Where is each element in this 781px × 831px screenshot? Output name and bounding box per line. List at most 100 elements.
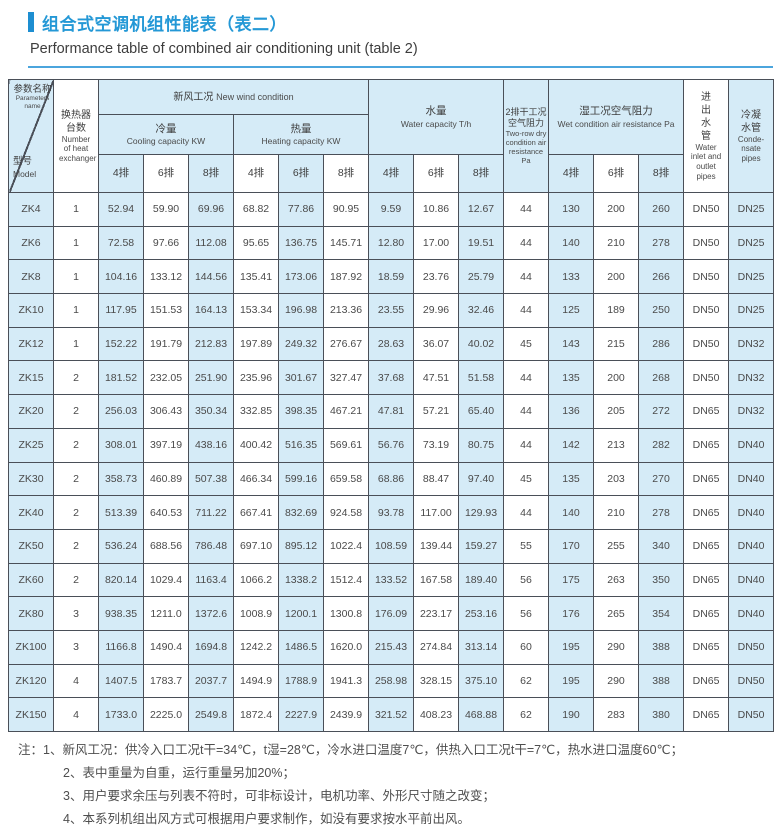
value-cell: 129.93	[458, 495, 505, 530]
rank-header-cell: 8排	[638, 154, 685, 193]
value-cell: 196.98	[278, 293, 324, 328]
value-cell: 2037.7	[188, 663, 234, 699]
value-cell: 2	[53, 394, 99, 429]
notes: 注： 1、新风工况：供冷入口工况t干=34℃，t湿=28℃，冷水进口温度7℃，供…	[18, 739, 773, 831]
value-cell: 266	[638, 259, 685, 295]
value-cell: 513.39	[98, 495, 144, 530]
value-cell: 938.35	[98, 596, 144, 631]
value-cell: 212.83	[188, 326, 234, 362]
table-row: ZK25 2 308.01 397.19 438.16 400.42 516.35 569.6…	[8, 427, 775, 463]
table-row: ZK150 4 1733.0 2225.0 2549.8 1872.4 2227.9 2439…	[8, 697, 775, 732]
rank-header-cell: 6排	[278, 154, 324, 193]
table-body: ZK4 1 52.94 59.90 69.96 68.82 77.86 90.95 9.59 10…	[8, 192, 775, 732]
value-cell: 140	[548, 495, 595, 530]
header-row-1: 参数名称 Parameters name 型号 Model 换热器台数 Numb…	[8, 79, 775, 193]
value-cell: 1008.9	[233, 596, 279, 631]
table-row: ZK10 1 117.95 151.53 164.13 153.34 196.98 213.3…	[8, 293, 775, 328]
value-cell: 3	[53, 596, 99, 631]
value-cell: 388	[638, 629, 685, 665]
value-cell: 1	[53, 225, 99, 261]
value-cell: 36.07	[413, 326, 460, 362]
value-cell: DN25	[728, 225, 775, 261]
value-cell: 924.58	[322, 495, 370, 530]
model-cell: ZK40	[8, 495, 54, 530]
value-cell: 250	[638, 293, 685, 328]
value-cell: 44	[503, 495, 550, 530]
value-cell: 176.09	[368, 596, 415, 631]
value-cell: DN50	[683, 326, 730, 362]
value-cell: 2	[53, 427, 99, 463]
table-header: 参数名称 Parameters name 型号 Model 换热器台数 Numb…	[8, 79, 775, 193]
value-cell: 57.21	[413, 394, 460, 429]
value-cell: 143	[548, 326, 595, 362]
value-cell: 142	[548, 427, 595, 463]
table-row: ZK30 2 358.73 460.89 507.38 466.34 599.16 659.5…	[8, 461, 775, 497]
value-cell: DN25	[728, 259, 775, 295]
value-cell: 1300.8	[322, 596, 370, 631]
model-cell: ZK50	[8, 528, 54, 564]
value-cell: 135	[548, 360, 595, 396]
value-cell: 278	[638, 495, 685, 530]
rank-header-cell: 4排	[368, 154, 415, 193]
value-cell: 1022.4	[322, 528, 370, 564]
value-cell: 1	[53, 259, 99, 295]
model-cell: ZK100	[8, 629, 54, 665]
value-cell: 133.52	[368, 562, 415, 598]
model-cell: ZK6	[8, 225, 54, 261]
value-cell: 62	[503, 663, 550, 699]
value-cell: 200	[593, 360, 640, 396]
rank-header-cell: 8排	[458, 154, 505, 193]
value-cell: 104.16	[98, 259, 144, 295]
value-cell: 65.40	[458, 394, 505, 429]
value-cell: 2	[53, 495, 99, 530]
col-header-heat-exchanger: 换热器台数 Number of heat exchanger	[53, 79, 99, 193]
value-cell: 232.05	[143, 360, 189, 396]
rank-header-cell: 6排	[143, 154, 189, 193]
value-cell: 249.32	[278, 326, 324, 362]
value-cell: 667.41	[233, 495, 279, 530]
value-cell: 340	[638, 528, 685, 564]
value-cell: 895.12	[278, 528, 324, 564]
table-row: ZK120 4 1407.5 1783.7 2037.7 1494.9 1788.9 1941…	[8, 663, 775, 699]
notes-label: 注：	[18, 743, 44, 757]
value-cell: 274.84	[413, 629, 460, 665]
value-cell: 380	[638, 697, 685, 732]
page-title-en: Performance table of combined air condit…	[30, 41, 418, 57]
value-cell: 1490.4	[143, 629, 189, 665]
value-cell: 397.19	[143, 427, 189, 463]
value-cell: 215.43	[368, 629, 415, 665]
value-cell: 112.08	[188, 225, 234, 261]
value-cell: 9.59	[368, 192, 415, 227]
corner-model-label: 型号 Model	[13, 156, 37, 179]
value-cell: 460.89	[143, 461, 189, 497]
value-cell: 1486.5	[278, 629, 324, 665]
title-accent-bar	[28, 12, 34, 32]
value-cell: DN40	[728, 427, 775, 463]
value-cell: 47.51	[413, 360, 460, 396]
value-cell: 140	[548, 225, 595, 261]
value-cell: 1941.3	[322, 663, 370, 699]
note-item: 1、新风工况：供冷入口工况t干=34℃，t湿=28℃，冷水进口温度7℃，供热入口…	[43, 743, 684, 757]
value-cell: 190	[548, 697, 595, 732]
col-header-condensate-pipes: 冷凝水管 Conde-nsate pipes	[728, 79, 775, 193]
value-cell: 358.73	[98, 461, 144, 497]
value-cell: 388	[638, 663, 685, 699]
value-cell: 263	[593, 562, 640, 598]
rank-header-cell: 8排	[322, 154, 370, 193]
table-row: ZK12 1 152.22 191.79 212.83 197.89 249.32 276.6…	[8, 326, 775, 362]
value-cell: 93.78	[368, 495, 415, 530]
value-cell: 640.53	[143, 495, 189, 530]
value-cell: 60	[503, 629, 550, 665]
table-row: ZK50 2 536.24 688.56 786.48 697.10 895.12 1022.…	[8, 528, 775, 564]
value-cell: 255	[593, 528, 640, 564]
value-cell: 189	[593, 293, 640, 328]
corner-parameters-label: 参数名称 Parameters name	[13, 84, 52, 111]
value-cell: 398.35	[278, 394, 324, 429]
value-cell: 1494.9	[233, 663, 279, 699]
model-cell: ZK12	[8, 326, 54, 362]
model-cell: ZK80	[8, 596, 54, 631]
rank-header-cell: 8排	[188, 154, 234, 193]
value-cell: 235.96	[233, 360, 279, 396]
value-cell: 328.15	[413, 663, 460, 699]
value-cell: 210	[593, 225, 640, 261]
